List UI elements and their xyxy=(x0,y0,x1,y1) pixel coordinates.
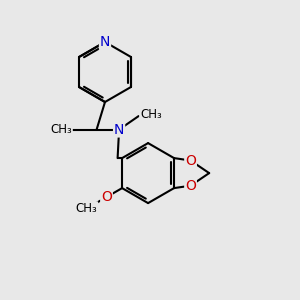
Text: O: O xyxy=(185,154,196,167)
Text: N: N xyxy=(100,35,110,49)
Text: O: O xyxy=(185,179,196,193)
Text: CH₃: CH₃ xyxy=(140,108,162,121)
Text: O: O xyxy=(101,190,112,204)
Text: CH₃: CH₃ xyxy=(76,202,98,215)
Text: N: N xyxy=(114,123,124,136)
Text: CH₃: CH₃ xyxy=(50,123,72,136)
